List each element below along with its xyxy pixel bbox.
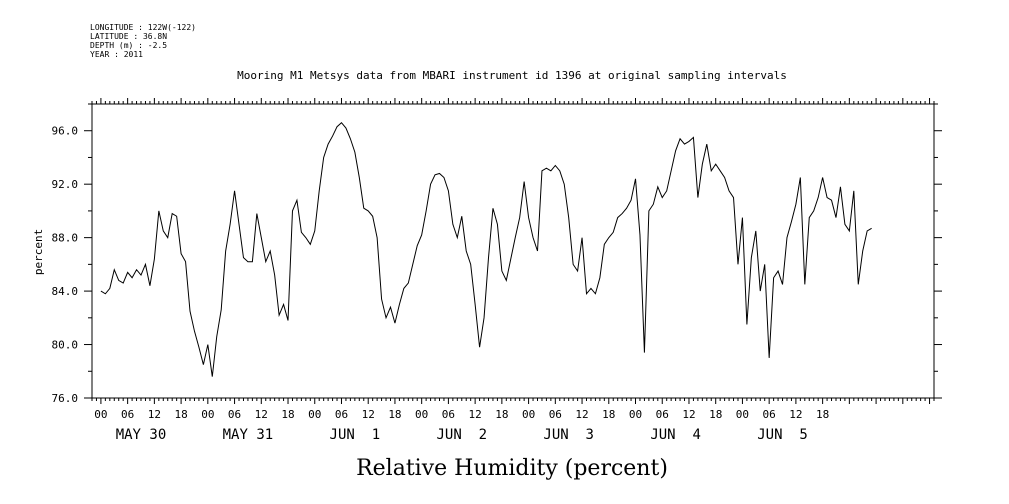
y-tick-label: 96.0: [52, 125, 79, 138]
series-line-relative-humidity: [100, 121, 872, 377]
y-tick-label: 76.0: [52, 392, 79, 405]
chart-title: Mooring M1 Metsys data from MBARI instru…: [237, 69, 787, 82]
day-label: JUN 2: [436, 427, 487, 443]
x-tick-label: 18: [602, 408, 615, 421]
year-label: YEAR : 2011: [90, 50, 143, 59]
x-tick-label: 18: [709, 408, 722, 421]
tick-layer: [84, 98, 942, 404]
day-label: MAY 31: [223, 427, 274, 443]
y-tick-label: 92.0: [52, 178, 79, 191]
x-tick-label: 12: [682, 408, 695, 421]
plot-frame: [91, 103, 935, 399]
x-tick-labels: 00 06 12 18 00 06 12 18 00 06 12 18 00 06 12 18 00 06 12 18…: [94, 408, 829, 421]
day-label: JUN 3: [543, 427, 594, 443]
day-label: JUN 4: [650, 427, 701, 443]
x-tick-label: 00: [201, 408, 214, 421]
x-tick-label: 18: [816, 408, 829, 421]
x-tick-label: 12: [469, 408, 482, 421]
x-tick-label: 06: [335, 408, 348, 421]
x-tick-label: 12: [789, 408, 802, 421]
x-tick-label: 06: [121, 408, 134, 421]
x-tick-label: 12: [362, 408, 375, 421]
x-tick-label: 12: [575, 408, 588, 421]
longitude-label: LONGITUDE : 122W(-122): [90, 23, 196, 32]
x-tick-label: 06: [763, 408, 776, 421]
x-tick-label: 06: [549, 408, 562, 421]
depth-label: DEPTH (m) : -2.5: [90, 41, 167, 50]
day-labels: MAY 30 MAY 31 JUN 1 JUN 2 JUN 3 JUN 4 JUN 5: [116, 427, 808, 443]
y-tick-label: 80.0: [52, 339, 79, 352]
x-tick-label: 00: [736, 408, 749, 421]
day-label: JUN 1: [330, 427, 381, 443]
x-tick-label: 12: [148, 408, 161, 421]
y-tick-label: 88.0: [52, 232, 79, 245]
x-tick-label: 18: [388, 408, 401, 421]
x-tick-label: 00: [415, 408, 428, 421]
x-tick-label: 06: [656, 408, 669, 421]
y-tick-label: 84.0: [52, 285, 79, 298]
x-tick-label: 18: [281, 408, 294, 421]
x-tick-label: 00: [522, 408, 535, 421]
latitude-label: LATITUDE : 36.8N: [90, 32, 167, 41]
x-tick-label: 18: [174, 408, 187, 421]
y-axis-label: percent: [32, 229, 45, 275]
x-tick-label: 06: [442, 408, 455, 421]
x-tick-label: 06: [228, 408, 241, 421]
day-label: JUN 5: [757, 427, 808, 443]
day-label: MAY 30: [116, 427, 167, 443]
x-tick-label: 00: [308, 408, 321, 421]
y-tick-labels: 76.0 80.0 84.0 88.0 92.0 96.0: [52, 125, 79, 405]
x-tick-label: 00: [94, 408, 107, 421]
x-tick-label: 00: [629, 408, 642, 421]
x-tick-label: 12: [255, 408, 268, 421]
x-tick-label: 18: [495, 408, 508, 421]
x-axis-label: Relative Humidity (percent): [356, 456, 668, 481]
